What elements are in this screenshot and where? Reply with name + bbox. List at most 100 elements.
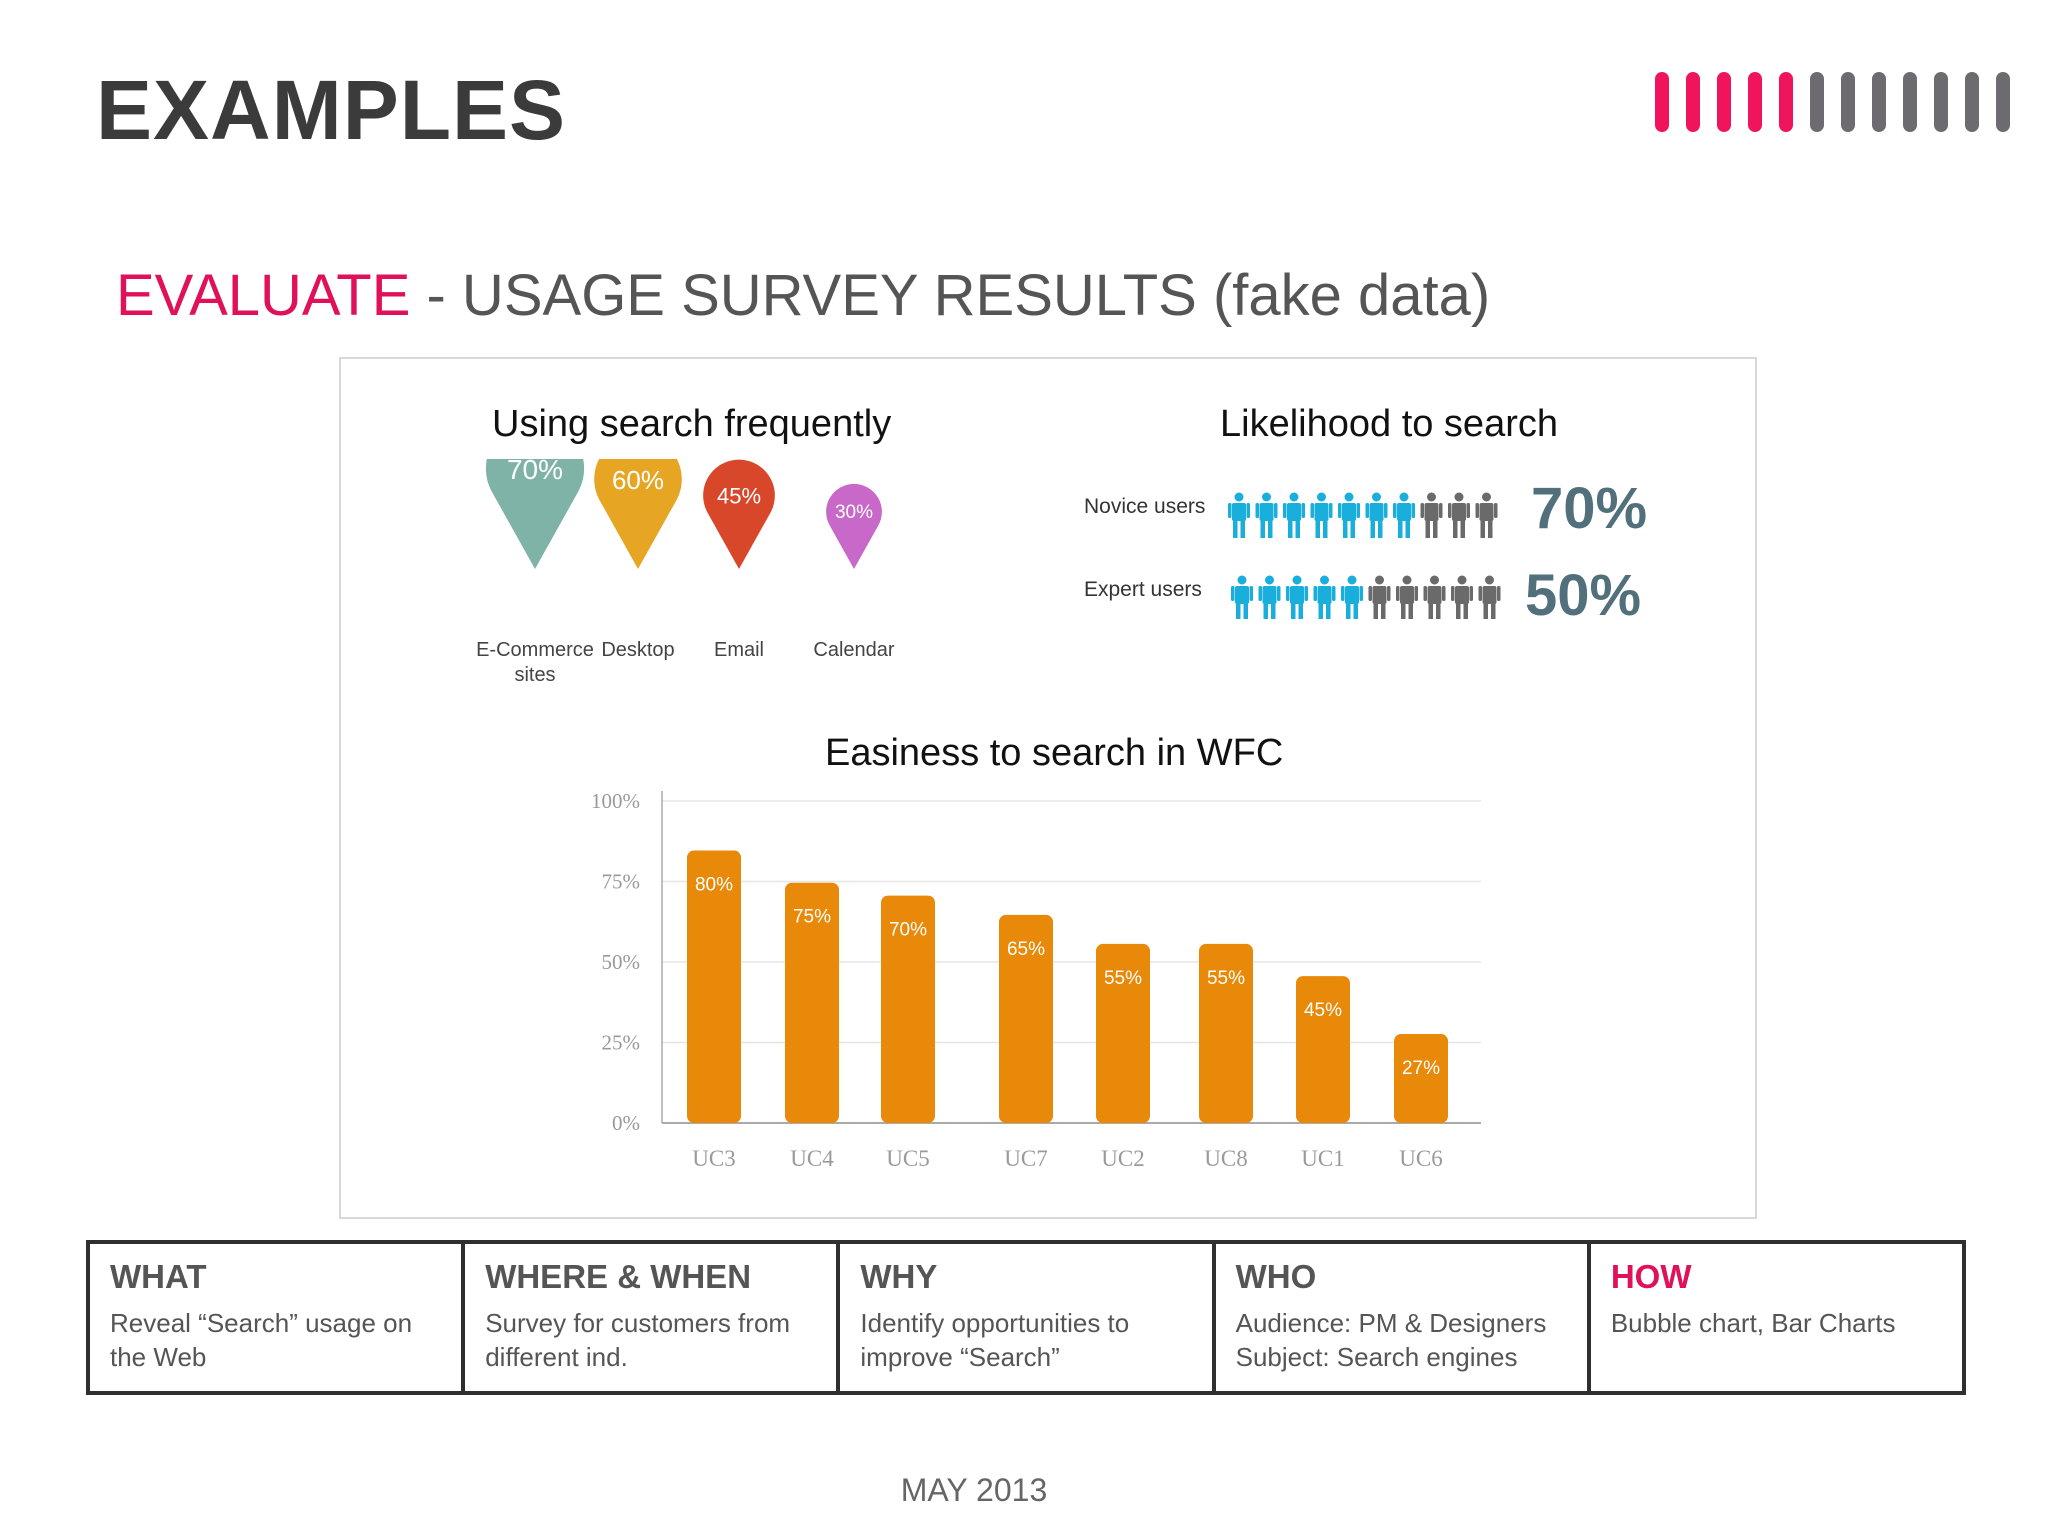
bar-category-label: UC5 — [886, 1146, 929, 1171]
person-icon — [1368, 575, 1391, 619]
progress-tick — [1779, 72, 1793, 132]
person-icon — [1451, 575, 1473, 619]
bar-chart-title: Easiness to search in WFC — [825, 732, 1284, 774]
bar — [881, 895, 935, 1123]
pictogram-value-expert: 50% — [1525, 563, 1642, 628]
bar-value-label: 75% — [793, 907, 831, 928]
person-icon — [1231, 575, 1253, 619]
person-icon — [1283, 492, 1305, 538]
bubble-category-label: Desktop — [601, 639, 675, 661]
info-cell-body: Audience: PM & Designers Subject: Search… — [1235, 1308, 1547, 1372]
info-cell-where-when: WHERE & WHEN Survey for customers from di… — [465, 1244, 841, 1391]
person-icon — [1341, 575, 1363, 619]
pictogram-value-novice: 70% — [1531, 476, 1648, 541]
progress-tick — [1810, 72, 1824, 132]
person-icon — [1423, 575, 1446, 619]
bar — [1199, 943, 1253, 1123]
bar-category-label: UC3 — [692, 1146, 735, 1171]
subtitle-rest: - USAGE SURVEY RESULTS (fake data) — [410, 263, 1491, 328]
person-icon — [1286, 575, 1308, 619]
bubble-category-label: E-Commerce sites — [476, 639, 594, 686]
bubble-pin — [594, 459, 682, 569]
progress-tick — [1965, 72, 1979, 132]
progress-tick — [1903, 72, 1917, 132]
progress-tick — [1872, 72, 1886, 132]
bubble-pin — [703, 459, 775, 569]
bar-value-label: 65% — [1007, 939, 1045, 960]
bar-y-tick-label: 100% — [591, 789, 640, 813]
bubble-value-label: 30% — [835, 502, 873, 523]
bar — [1096, 943, 1150, 1123]
info-cell-heading: HOW — [1610, 1258, 1692, 1295]
footer-date: MAY 2013 — [900, 1472, 1048, 1508]
bar-category-label: UC8 — [1204, 1146, 1247, 1171]
bubble-value-label: 70% — [507, 459, 563, 485]
bar — [999, 914, 1053, 1123]
info-cell-what: WHAT Reveal “Search” usage on the Web — [90, 1244, 466, 1391]
bar-y-tick-label: 75% — [602, 870, 641, 894]
bubble-category-label: Calendar — [813, 639, 895, 661]
person-icon — [1448, 492, 1470, 538]
person-icon — [1338, 492, 1360, 538]
bar-category-label: UC1 — [1301, 1146, 1344, 1171]
bar-category-label: UC2 — [1101, 1146, 1144, 1171]
info-cell-heading: WHY — [860, 1258, 938, 1295]
info-cell-how: HOW Bubble chart, Bar Charts — [1591, 1244, 1962, 1391]
person-icon — [1310, 492, 1333, 538]
bubble-value-label: 45% — [717, 483, 761, 508]
bar-value-label: 27% — [1402, 1058, 1440, 1079]
bar — [1296, 976, 1350, 1123]
bar — [785, 882, 839, 1123]
bubble-value-label: 60% — [612, 465, 664, 495]
bubble-chart: 70% 60% 45% 30% — [485, 459, 882, 569]
info-cell-body: Identify opportunities to improve “Searc… — [860, 1308, 1130, 1372]
pictogram-label-expert: Expert users — [1084, 578, 1202, 601]
person-icon — [1255, 492, 1278, 538]
bar-value-label: 70% — [889, 920, 927, 941]
bubble-pin — [485, 459, 585, 569]
person-icon — [1393, 492, 1415, 538]
person-icon — [1420, 492, 1443, 538]
bar-chart: 100% 75% 50% 25% 0% 80% UC3 75% UC4 70% UC5 65% UC7 5… — [591, 789, 1481, 1171]
bar-category-label: UC6 — [1399, 1146, 1442, 1171]
info-cell-who: WHO Audience: PM & Designers Subject: Sea… — [1216, 1244, 1591, 1391]
bar-value-label: 45% — [1304, 1000, 1342, 1021]
bar-y-tick-label: 50% — [602, 950, 641, 974]
info-cell-body: Bubble chart, Bar Charts — [1610, 1308, 1896, 1338]
person-icon — [1478, 575, 1501, 619]
pictogram-people — [1228, 492, 1501, 619]
person-icon — [1228, 492, 1250, 538]
bubble-category-label: Email — [713, 639, 764, 661]
progress-tick — [1655, 72, 1669, 132]
slide-subtitle: EVALUATE - USAGE SURVEY RESULTS (fake da… — [116, 262, 1490, 329]
bar-y-tick-label: 25% — [602, 1031, 641, 1055]
progress-tick — [1717, 72, 1731, 132]
info-cell-body: Survey for customers from different ind. — [485, 1308, 791, 1372]
bar-category-label: UC7 — [1004, 1146, 1047, 1171]
info-table: WHAT Reveal “Search” usage on the Web WHER… — [86, 1240, 1966, 1395]
info-cell-body: Reveal “Search” usage on the Web — [110, 1308, 413, 1372]
chart-panel: Using search frequently 70% 60% 45% 30% E-C… — [339, 357, 1757, 1219]
person-icon — [1365, 492, 1388, 538]
bar-category-label: UC4 — [790, 1146, 834, 1171]
progress-tick — [1841, 72, 1855, 132]
progress-tick — [1996, 72, 2010, 132]
info-cell-heading: WHAT — [110, 1258, 207, 1295]
bar — [1394, 1034, 1448, 1123]
person-icon — [1258, 575, 1281, 619]
info-cell-heading: WHERE & WHEN — [485, 1258, 752, 1295]
info-cell-heading: WHO — [1235, 1258, 1317, 1295]
page-title: EXAMPLES — [96, 63, 567, 157]
person-icon — [1396, 575, 1418, 619]
pictogram-label-novice: Novice users — [1084, 495, 1206, 518]
info-cell-why: WHY Identify opportunities to improve “Se… — [840, 1244, 1216, 1391]
progress-indicator — [1655, 72, 2010, 132]
progress-tick — [1748, 72, 1762, 132]
bar-value-label: 55% — [1207, 968, 1245, 989]
pictogram-title: Likelihood to search — [1220, 403, 1558, 445]
subtitle-highlight: EVALUATE — [116, 263, 411, 328]
bar-value-label: 80% — [695, 875, 733, 896]
person-icon — [1313, 575, 1336, 619]
person-icon — [1475, 492, 1498, 538]
bar — [687, 850, 741, 1123]
